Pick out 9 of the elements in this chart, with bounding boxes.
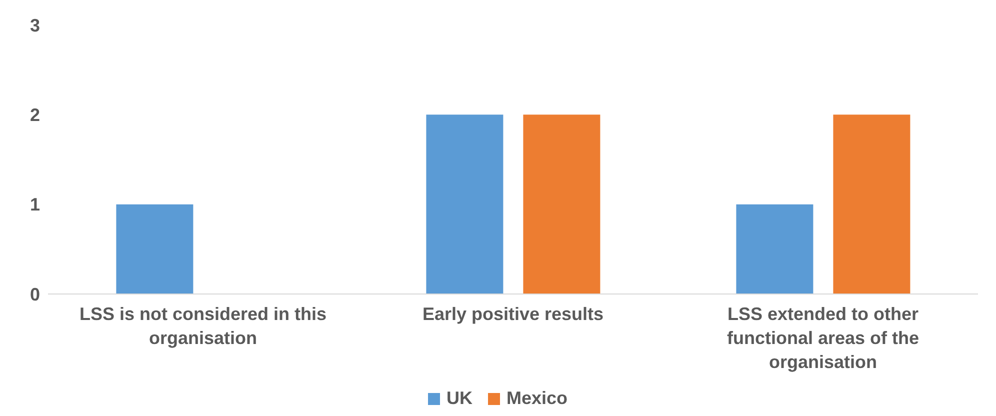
y-tick-label: 1 [30, 194, 40, 215]
y-tick-label: 3 [30, 15, 40, 36]
x-tick-label: Early positive results [422, 304, 604, 324]
x-tick-label: LSS extended to other functional areas of the organisation [726, 304, 920, 372]
legend-label: Mexico [505, 388, 568, 409]
y-tick-label: 0 [30, 284, 40, 304]
x-tick-label: LSS is not considered in this organisation [79, 304, 327, 348]
y-tick-label: 2 [30, 105, 40, 126]
legend-label: UK [445, 388, 472, 409]
